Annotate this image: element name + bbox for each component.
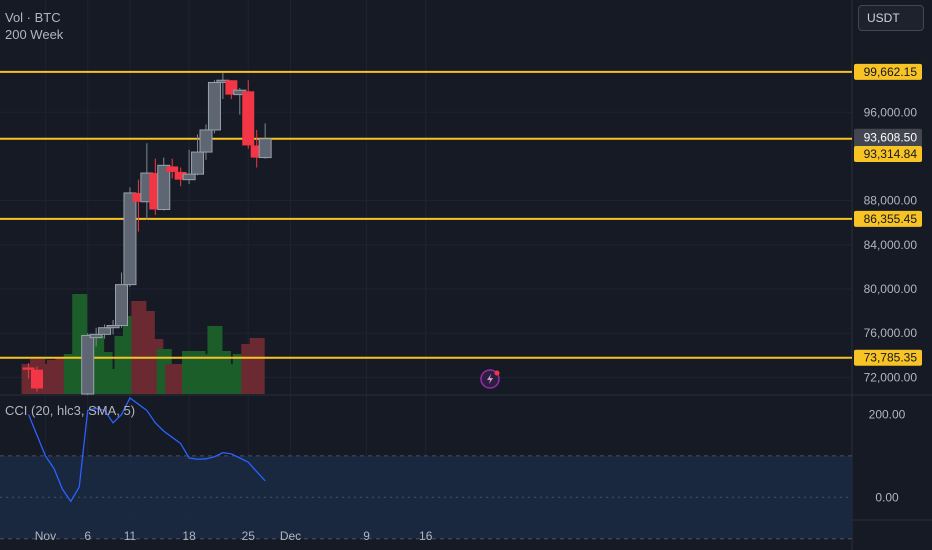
date-tick-label: 18 — [182, 529, 196, 543]
level-price-tag — [854, 63, 922, 80]
level-price-tag — [854, 349, 922, 366]
date-tick-label: 16 — [419, 529, 433, 543]
lightning-icon-dot — [494, 370, 500, 376]
candle-body — [98, 327, 112, 335]
candle-body — [157, 164, 171, 211]
candle-body — [207, 81, 221, 131]
candle-body — [89, 333, 103, 339]
secondary-price-label: 93,314.84 — [864, 147, 918, 161]
date-tick-label: 25 — [242, 529, 256, 543]
secondary-price-tag — [854, 145, 922, 162]
date-tick-label: 6 — [84, 529, 91, 543]
cci-tick-label: 0.00 — [875, 490, 899, 504]
last-price-label: 93,608.50 — [864, 131, 918, 145]
price-tick-label: 84,000.00 — [864, 238, 918, 252]
candle-body — [242, 91, 255, 146]
candle-body — [132, 192, 145, 202]
volume-bar — [249, 338, 265, 394]
level-price-label: 73,785.35 — [864, 351, 918, 365]
candle-body — [166, 166, 179, 172]
level-price-tag — [854, 210, 922, 227]
date-tick-label: Nov — [35, 529, 56, 543]
level-price-label: 99,662.15 — [864, 65, 918, 79]
date-tick-label: Dec — [280, 529, 301, 543]
date-tick-label: 9 — [363, 529, 370, 543]
candle-body — [123, 192, 137, 286]
cci-line — [27, 397, 266, 503]
interval-label: 200 Week — [5, 27, 64, 42]
indicator-label[interactable]: CCI (20, hlc3, SMA, 5) — [5, 403, 136, 418]
price-tick-label: 88,000.00 — [864, 194, 918, 208]
candle-body — [115, 284, 128, 327]
price-tick-label: 80,000.00 — [864, 282, 918, 296]
currency-button[interactable]: USDT — [858, 5, 924, 31]
candle-body — [191, 151, 205, 175]
candle-body — [182, 173, 196, 181]
symbol-label: Vol · BTC — [5, 10, 61, 25]
cci-tick-label: 200.00 — [869, 408, 906, 422]
price-tick-label: 76,000.00 — [864, 326, 918, 340]
price-tick-label: 72,000.00 — [864, 370, 918, 384]
candle-body — [199, 129, 213, 153]
date-tick-label: 11 — [124, 529, 137, 543]
price-tick-label: 96,000.00 — [864, 105, 918, 119]
candle-body — [106, 325, 120, 329]
candle-body — [31, 369, 43, 389]
candle-body — [22, 367, 35, 370]
candle-body — [81, 334, 95, 395]
lightning-icon — [480, 369, 500, 389]
candle-body — [258, 138, 272, 159]
lightning-icon-bolt — [487, 374, 493, 384]
candle-body — [174, 171, 187, 180]
level-price-label: 86,355.45 — [864, 212, 918, 226]
